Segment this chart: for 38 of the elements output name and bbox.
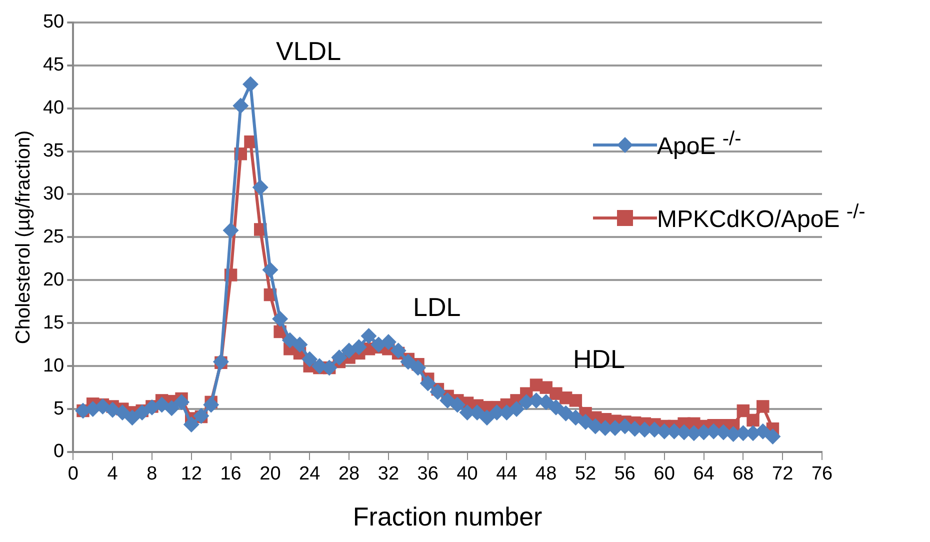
x-tick-label: 44 xyxy=(496,464,518,485)
annotation: HDL xyxy=(573,344,626,375)
x-tick-label: 64 xyxy=(693,464,715,485)
x-tick-label: 12 xyxy=(180,464,202,485)
y-tick-label: 20 xyxy=(42,269,64,290)
x-tick-label: 52 xyxy=(574,464,596,485)
x-tick-label: 20 xyxy=(260,464,281,485)
annotation: VLDL xyxy=(276,36,342,67)
x-tick-label: 16 xyxy=(220,464,242,485)
y-tick-label: 30 xyxy=(42,183,64,204)
y-tick-label: 5 xyxy=(54,398,64,420)
x-tick-label: 56 xyxy=(614,464,636,485)
x-tick-label: 0 xyxy=(68,464,78,485)
y-tick-label: 45 xyxy=(42,54,64,76)
x-tick-label: 72 xyxy=(772,464,794,485)
y-tick-label: 50 xyxy=(42,12,64,33)
x-tick-label: 76 xyxy=(811,464,833,485)
x-tick-label: 36 xyxy=(417,464,438,485)
x-tick-label: 40 xyxy=(456,464,478,485)
x-tick-label: 28 xyxy=(338,464,360,485)
y-tick-label: 10 xyxy=(42,355,64,376)
x-tick-label: 48 xyxy=(536,464,557,485)
x-axis-title: Fraction number xyxy=(352,502,543,532)
y-tick-label: 0 xyxy=(54,441,64,462)
x-tick-label: 8 xyxy=(146,464,158,485)
x-tick-label: 68 xyxy=(732,464,754,485)
x-tick-label: 4 xyxy=(107,464,118,485)
y-tick-label: 15 xyxy=(42,312,64,334)
y-tick-label: 25 xyxy=(42,226,64,248)
x-tick-label: 32 xyxy=(378,464,400,485)
y-tick-label: 35 xyxy=(42,140,64,162)
x-tick-label: 24 xyxy=(299,464,321,485)
y-axis-title: Cholesterol (µg/fraction) xyxy=(12,130,35,344)
y-tick-label: 40 xyxy=(42,98,64,119)
annotation: LDL xyxy=(413,292,461,323)
x-tick-label: 60 xyxy=(654,464,675,485)
legend-label: ApoE $^{-/-}$ xyxy=(657,128,742,161)
legend-label: MPKCdKO/ApoE $^{-/-}$ xyxy=(657,201,866,234)
